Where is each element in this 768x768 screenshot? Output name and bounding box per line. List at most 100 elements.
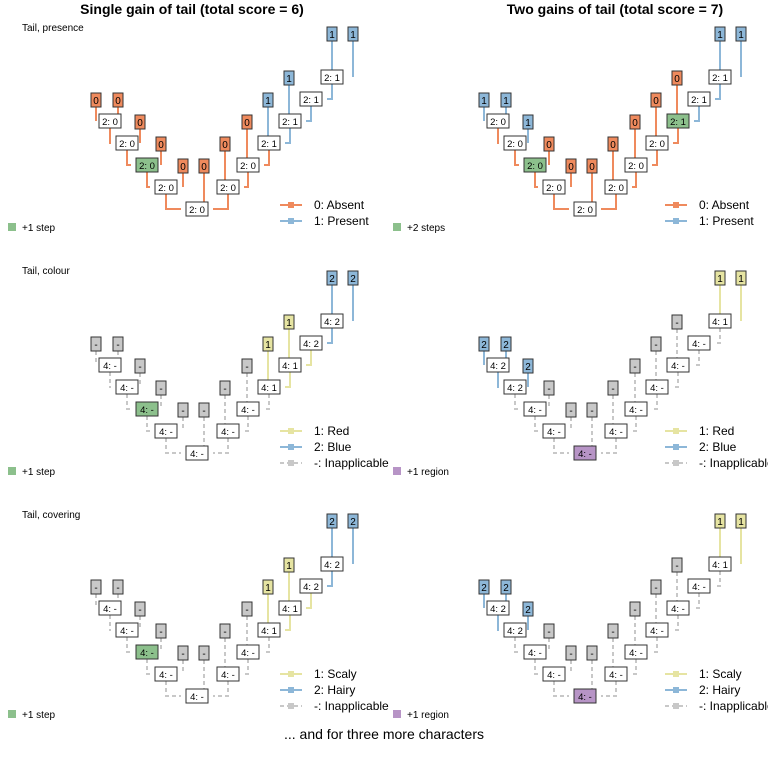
- internal-node-box: [154, 666, 178, 682]
- tree-panel-2-1: [393, 513, 747, 718]
- tip-box: [283, 314, 295, 330]
- tip-box: [155, 380, 167, 396]
- legend-marker: [673, 428, 679, 434]
- internal-node-box: [624, 157, 648, 173]
- tip-label: 1: [350, 30, 356, 41]
- internal-node-label: 2: 1: [670, 117, 686, 128]
- tip-box: [522, 601, 534, 617]
- tip-label: 1: [525, 118, 531, 129]
- legend-entry: 2: Blue: [699, 440, 737, 454]
- tip-box: [650, 579, 662, 595]
- tree-branch: [497, 615, 499, 631]
- tip-box: [586, 402, 598, 418]
- tip-label: -: [94, 583, 97, 594]
- tip-box: [112, 92, 124, 108]
- internal-node-box: [236, 644, 260, 660]
- column-title-single: Single gain of tail (total score = 6): [80, 1, 304, 17]
- tip-box: [478, 336, 490, 352]
- internal-node-label: 4: -: [671, 604, 685, 615]
- internal-node-label: 2: 0: [608, 183, 624, 194]
- internal-node-label: 4: -: [190, 449, 204, 460]
- tip-label: -: [94, 340, 97, 351]
- tip-box: [629, 358, 641, 374]
- internal-node-label: 2: 1: [324, 73, 340, 84]
- tip-label: -: [569, 649, 572, 660]
- internal-node-label: 2: 0: [102, 117, 118, 128]
- tree-branch: [146, 172, 150, 188]
- legend-entry: -: Inapplicable: [314, 456, 389, 470]
- tip-label: 0: [653, 96, 659, 107]
- tip-box: [177, 158, 189, 174]
- tip-label: 0: [546, 140, 552, 151]
- tip-label: 1: [286, 74, 292, 85]
- tree-branch: [327, 571, 333, 587]
- legend-entry: 1: Red: [314, 424, 349, 438]
- legend-entry: -: Inapplicable: [314, 699, 389, 713]
- tree-branch: [632, 416, 637, 432]
- tree-branch: [285, 615, 291, 631]
- internal-node-box: [573, 688, 597, 704]
- tip-box: [241, 601, 253, 617]
- tip-label: -: [547, 627, 550, 638]
- internal-node-box: [185, 201, 209, 217]
- tip-label: -: [569, 406, 572, 417]
- internal-node-label: 4: -: [190, 692, 204, 703]
- tip-box: [155, 136, 167, 152]
- internal-node-label: 4: -: [609, 670, 623, 681]
- tree-branch: [652, 637, 658, 653]
- legend-marker: [673, 444, 679, 450]
- internal-node-box: [666, 357, 690, 373]
- internal-node-box: [257, 622, 281, 638]
- internal-node-label: 2: 1: [261, 139, 277, 150]
- tip-box: [198, 158, 210, 174]
- tip-box: [629, 601, 641, 617]
- internal-node-label: 4: 1: [282, 604, 298, 615]
- tree-branch: [534, 659, 538, 675]
- tip-label: 1: [286, 318, 292, 329]
- tip-box: [262, 92, 274, 108]
- internal-node-label: 4: 2: [490, 361, 506, 372]
- legend-entry: -: Inapplicable: [699, 699, 768, 713]
- internal-node-box: [624, 644, 648, 660]
- tip-label: -: [611, 627, 614, 638]
- tip-box: [671, 314, 683, 330]
- internal-node-label: 4: -: [692, 582, 706, 593]
- internal-node-box: [708, 69, 732, 85]
- tree-branch: [673, 128, 679, 144]
- internal-node-box: [708, 556, 732, 572]
- internal-node-box: [320, 313, 344, 329]
- internal-node-label: 4: -: [241, 405, 255, 416]
- internal-node-label: 4: -: [547, 427, 561, 438]
- tip-box: [177, 645, 189, 661]
- internal-node-label: 2: 1: [691, 95, 707, 106]
- tree-branch: [306, 350, 312, 366]
- internal-node-box: [299, 578, 323, 594]
- tip-box: [543, 380, 555, 396]
- internal-node-label: 2: 0: [507, 139, 523, 150]
- tip-label: -: [245, 605, 248, 616]
- tip-box: [607, 380, 619, 396]
- row-label-2: Tail, covering: [22, 510, 80, 521]
- tree-branch: [327, 328, 333, 344]
- tip-label: 0: [222, 140, 228, 151]
- tree-branch: [165, 681, 181, 697]
- tree-branch: [109, 372, 111, 388]
- internal-node-box: [666, 113, 690, 129]
- legend-entry: 1: Present: [699, 214, 754, 228]
- legend-marker: [288, 202, 294, 208]
- internal-node-box: [503, 622, 527, 638]
- legend-marker: [288, 218, 294, 224]
- legend-marker: [673, 218, 679, 224]
- tree-branch: [694, 593, 700, 609]
- tip-box: [629, 114, 641, 130]
- tip-label: 2: [329, 274, 335, 285]
- internal-node-box: [257, 379, 281, 395]
- tree-branch: [126, 637, 131, 653]
- tip-label: -: [633, 362, 636, 373]
- legend-entry: 1: Present: [314, 214, 369, 228]
- column-title-two: Two gains of tail (total score = 7): [507, 1, 723, 17]
- internal-node-label: 4: 1: [261, 626, 277, 637]
- tip-box: [219, 380, 231, 396]
- tree-branch: [673, 615, 679, 631]
- tree-branch: [165, 194, 181, 210]
